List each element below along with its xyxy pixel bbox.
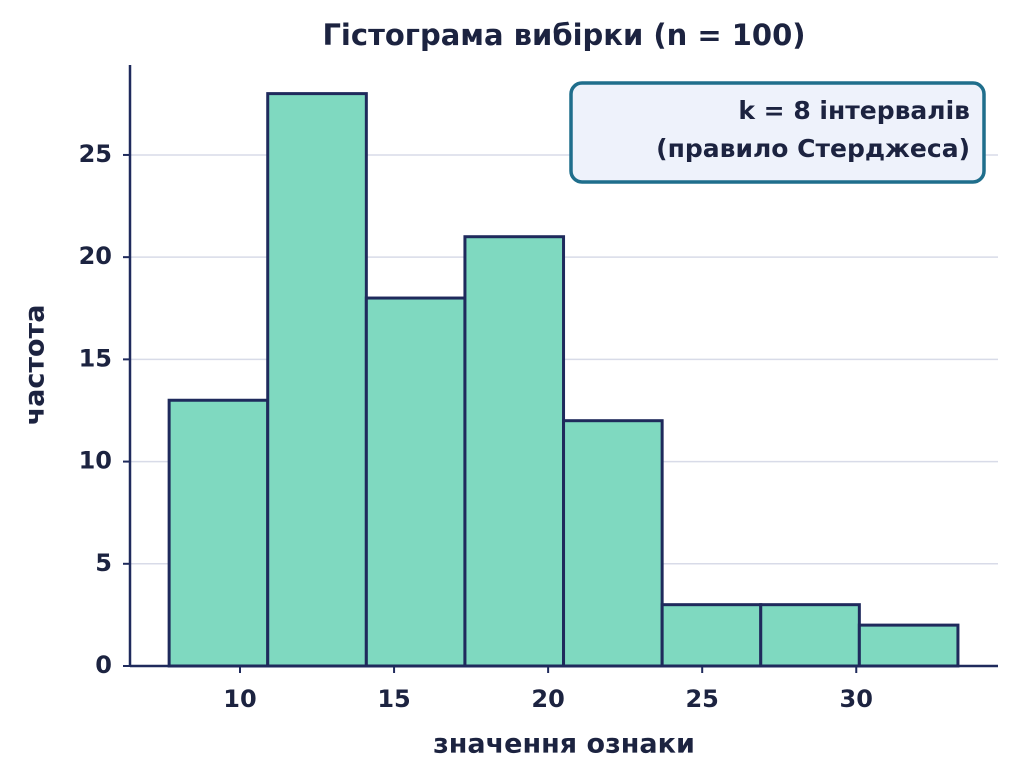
y-tick-label: 10 [79,447,112,475]
bar [463,235,566,668]
x-tick-label: 20 [531,685,564,713]
bar [660,603,763,668]
bar [266,92,368,668]
y-tick-label: 0 [95,651,112,679]
y-tick-label: 5 [95,549,112,577]
chart-title: Гістограма вибірки (n = 100) [322,18,805,52]
x-tick-label: 15 [377,685,410,713]
bar [759,603,861,668]
annotation: (правило Стерджеса) [656,134,970,163]
y-tick-label: 15 [79,344,112,372]
bar [167,398,270,668]
x-tick-label: 10 [223,685,256,713]
x-axis-label: значення ознаки [433,729,695,760]
y-tick-label: 20 [79,242,112,270]
x-tick-label: 30 [840,685,873,713]
annotation-box [569,81,986,184]
bar [562,419,664,668]
annotation: k = 8 інтервалів [738,96,970,125]
bar [857,623,960,668]
y-tick-label: 25 [79,140,112,168]
y-axis-label: частота [20,305,51,426]
bar [364,296,467,668]
x-tick-label: 25 [685,685,718,713]
